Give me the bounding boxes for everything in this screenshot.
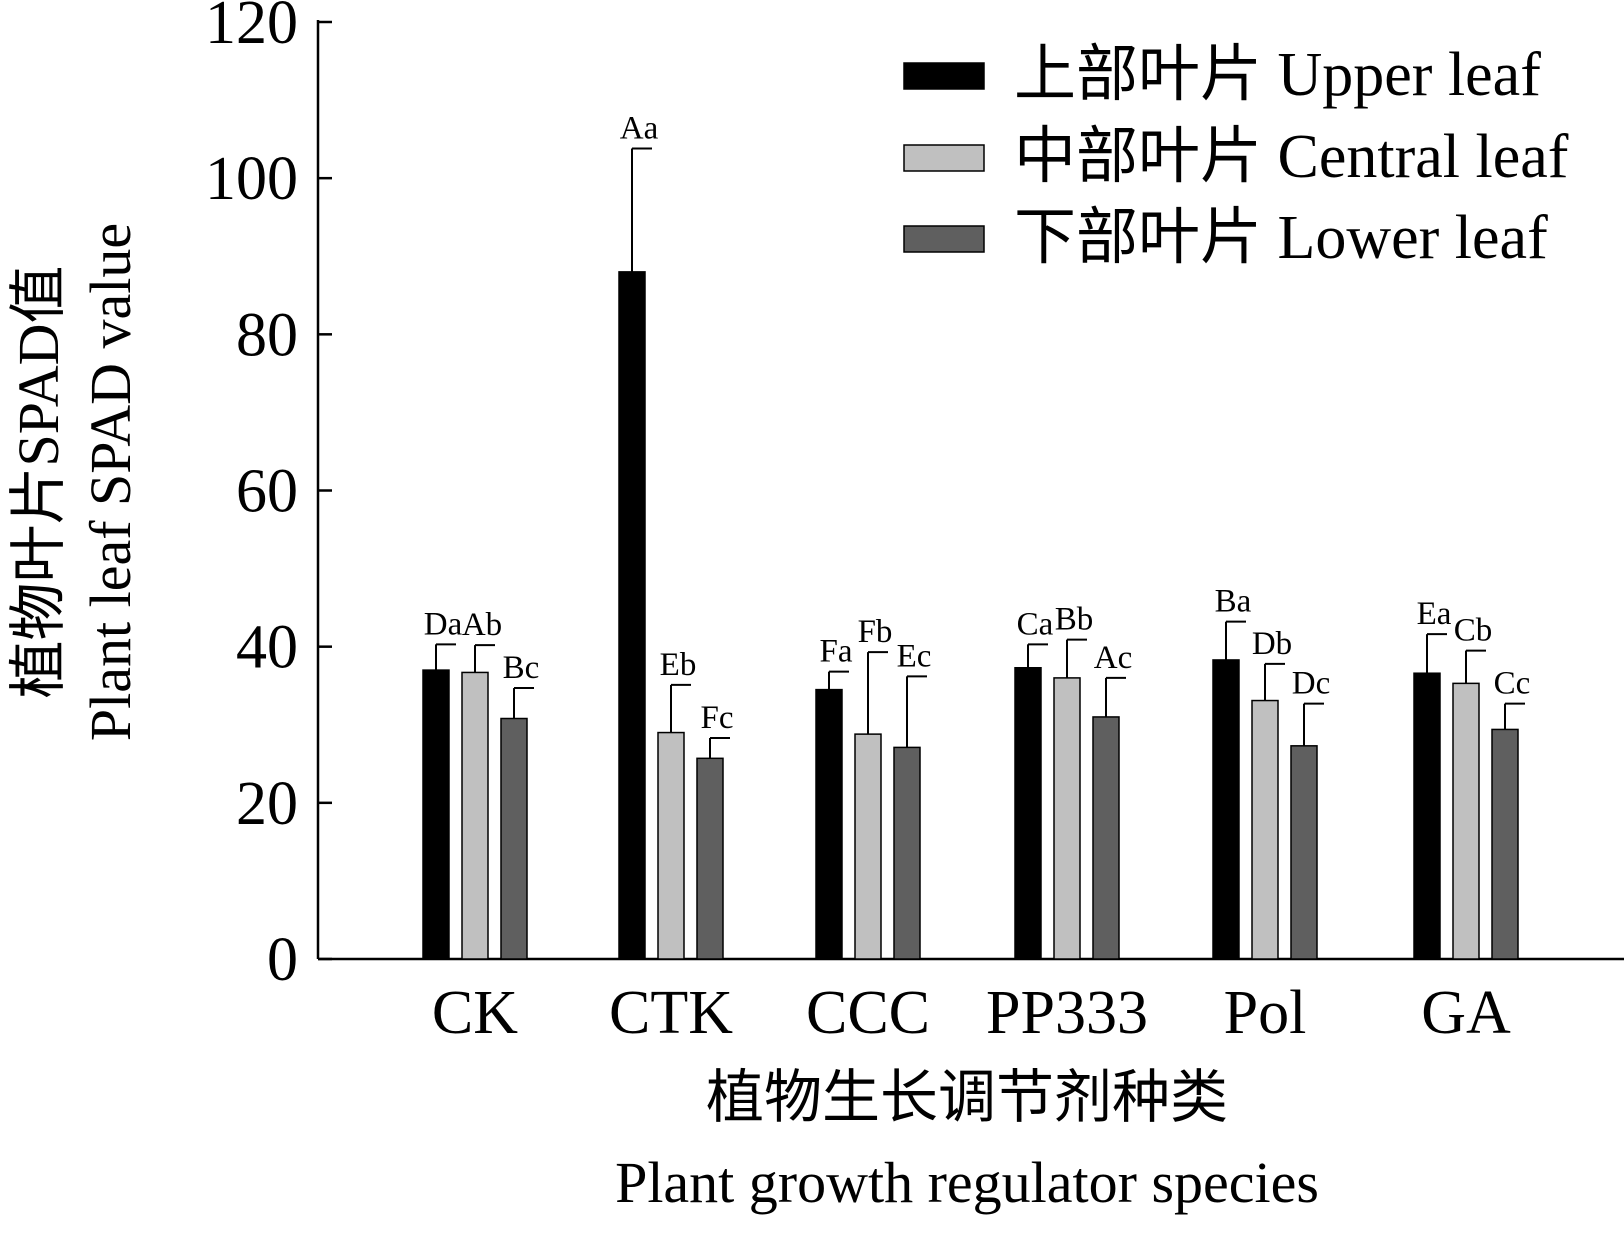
y-tick-label: 20 [236, 770, 298, 838]
y-tick-label: 40 [236, 614, 298, 682]
legend-swatch [903, 225, 985, 253]
significance-label: Ec [897, 638, 932, 674]
axes: 0 20 40 60 80 100 120 CK CTK CCC PP333 Pol GA [205, 0, 1624, 1047]
significance-label: Ea [1417, 596, 1452, 632]
x-tick-label: CTK [609, 979, 733, 1047]
x-tick-label: GA [1421, 979, 1511, 1047]
significance-label: Da [424, 606, 463, 642]
x-tick-label: PP333 [986, 979, 1148, 1047]
bar [500, 717, 528, 960]
bar [1413, 672, 1441, 960]
x-tick-label: Pol [1224, 979, 1307, 1047]
significance-label: Ca [1017, 606, 1054, 642]
x-tick-label: CCC [806, 979, 930, 1047]
significance-label: Bc [503, 650, 540, 686]
legend-swatch [903, 144, 985, 172]
bar [1452, 682, 1480, 960]
bar [1014, 666, 1042, 960]
y-tick-label: 100 [205, 145, 298, 213]
bar [815, 688, 843, 960]
bar [1251, 699, 1279, 960]
x-axis-title-en: Plant growth regulator species [615, 1150, 1319, 1215]
legend-label: 中部叶片 Central leaf [1014, 123, 1569, 191]
significance-label: Ab [462, 607, 502, 643]
bar [1053, 677, 1081, 960]
bar [461, 671, 489, 960]
significance-label: Cb [1454, 613, 1493, 649]
bar [422, 669, 450, 960]
bar [893, 746, 921, 960]
bar [854, 733, 882, 960]
y-axis-title-cn: 植物叶片SPAD值 [6, 266, 71, 699]
significance-label: Fc [701, 700, 734, 736]
significance-label: Ba [1215, 584, 1252, 620]
legend-label: 上部叶片 Upper leaf [1014, 41, 1541, 109]
bar [618, 271, 646, 960]
y-tick-label: 0 [267, 926, 298, 994]
significance-label: Fa [820, 634, 853, 670]
bar [1092, 716, 1120, 960]
significance-label: Fb [858, 614, 893, 650]
significance-label: Eb [660, 647, 697, 683]
significance-label: Ac [1094, 640, 1132, 676]
significance-label: Aa [620, 110, 659, 146]
significance-label: Dc [1292, 666, 1330, 702]
x-axis-title-cn: 植物生长调节剂种类 [706, 1065, 1228, 1130]
legend: 上部叶片 Upper leaf 中部叶片 Central leaf 下部叶片 Low… [903, 41, 1569, 272]
bar [696, 757, 724, 960]
legend-swatch [903, 62, 985, 90]
bar [1212, 659, 1240, 960]
legend-label: 下部叶片 Lower leaf [1014, 204, 1548, 272]
bar [1290, 745, 1318, 960]
y-tick-label: 60 [236, 458, 298, 526]
significance-label: Db [1252, 626, 1292, 662]
y-tick-label: 120 [205, 0, 298, 57]
bar [1491, 728, 1519, 960]
y-tick-label: 80 [236, 301, 298, 369]
y-axis-title-en: Plant leaf SPAD value [78, 223, 143, 741]
significance-label: Bb [1055, 602, 1094, 638]
x-tick-label: CK [432, 979, 518, 1047]
bar [657, 731, 685, 960]
significance-label: Cc [1494, 666, 1531, 702]
